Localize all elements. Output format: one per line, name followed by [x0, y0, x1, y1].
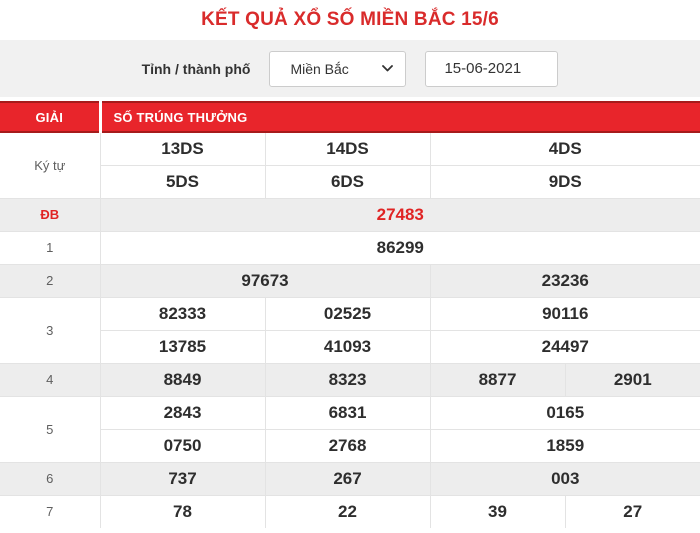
table-row-3: 13785 41093 24497 — [0, 330, 700, 364]
prize-number: 27 — [565, 495, 700, 528]
prize-label-special: ĐB — [0, 198, 101, 232]
prize-number: 2901 — [565, 363, 700, 397]
prize-label: Ký tự — [0, 132, 101, 199]
prize-number: 8849 — [100, 363, 266, 397]
prize-number: 39 — [430, 495, 566, 528]
prize-number: 78 — [100, 495, 266, 528]
prize-number-special: 27483 — [100, 198, 700, 232]
table-row-4: 4 8849 8323 8877 2901 — [0, 363, 700, 397]
prize-number: 5DS — [100, 165, 266, 199]
prize-number: 86299 — [100, 231, 700, 265]
province-select-value: Miền Bắc — [290, 60, 349, 77]
prize-label: 2 — [0, 264, 101, 298]
prize-number: 737 — [100, 462, 266, 496]
prize-number: 13DS — [100, 132, 266, 166]
table-row-5: 5 2843 6831 0165 — [0, 396, 700, 463]
province-select[interactable]: Miền Bắc — [269, 50, 407, 87]
prize-number: 2843 — [100, 396, 266, 430]
prize-number: 24497 — [430, 330, 700, 364]
prize-number: 82333 — [100, 297, 266, 331]
prize-number: 4DS — [430, 132, 700, 166]
table-header-row: GIẢI SỐ TRÚNG THƯỞNG — [0, 101, 700, 133]
table-header-prize: GIẢI — [0, 101, 100, 133]
prize-number: 0165 — [430, 396, 700, 430]
prize-number: 6831 — [265, 396, 431, 430]
prize-number: 22 — [265, 495, 431, 528]
filter-bar: Tỉnh / thành phố Miền Bắc — [0, 40, 700, 97]
prize-number: 13785 — [100, 330, 266, 364]
page-title: KẾT QUẢ XỔ SỐ MIỀN BẮC 15/6 — [201, 9, 499, 30]
title-bar: KẾT QUẢ XỔ SỐ MIỀN BẮC 15/6 — [0, 0, 700, 40]
prize-number: 14DS — [265, 132, 431, 166]
table-row-1: 1 86299 — [0, 231, 700, 265]
prize-number: 0750 — [100, 429, 266, 463]
prize-label: 3 — [0, 297, 101, 364]
table-row-5: 0750 2768 1859 — [0, 429, 700, 463]
prize-number: 8877 — [430, 363, 566, 397]
table-row-kytu: Ký tự 13DS 14DS 4DS — [0, 132, 700, 199]
results-table: GIẢI SỐ TRÚNG THƯỞNG Ký tự 13DS 14DS 4DS… — [0, 101, 700, 528]
prize-number: 41093 — [265, 330, 431, 364]
prize-number: 90116 — [430, 297, 700, 331]
prize-label: 4 — [0, 363, 101, 397]
prize-number: 9DS — [430, 165, 700, 199]
divider — [0, 97, 700, 101]
prize-number: 267 — [265, 462, 431, 496]
date-input[interactable] — [425, 50, 559, 87]
prize-number: 2768 — [265, 429, 431, 463]
prize-number: 02525 — [265, 297, 431, 331]
prize-label: 6 — [0, 462, 101, 496]
prize-number: 8323 — [265, 363, 431, 397]
table-row-7: 7 78 22 39 27 — [0, 495, 700, 528]
province-label: Tỉnh / thành phố — [141, 60, 251, 77]
table-row-2: 2 97673 23236 — [0, 264, 700, 298]
prize-number: 1859 — [430, 429, 700, 463]
table-header-numbers: SỐ TRÚNG THƯỞNG — [98, 101, 700, 133]
chevron-down-icon — [382, 65, 394, 72]
prize-label: 7 — [0, 495, 101, 528]
prize-number: 6DS — [265, 165, 431, 199]
table-row-3: 3 82333 02525 90116 — [0, 297, 700, 364]
prize-label: 5 — [0, 396, 101, 463]
prize-number: 23236 — [430, 264, 700, 298]
prize-label: 1 — [0, 231, 101, 265]
table-row-6: 6 737 267 003 — [0, 462, 700, 496]
table-row-kytu: 5DS 6DS 9DS — [0, 165, 700, 199]
prize-number: 97673 — [100, 264, 431, 298]
table-row-db: ĐB 27483 — [0, 198, 700, 232]
prize-number: 003 — [430, 462, 700, 496]
